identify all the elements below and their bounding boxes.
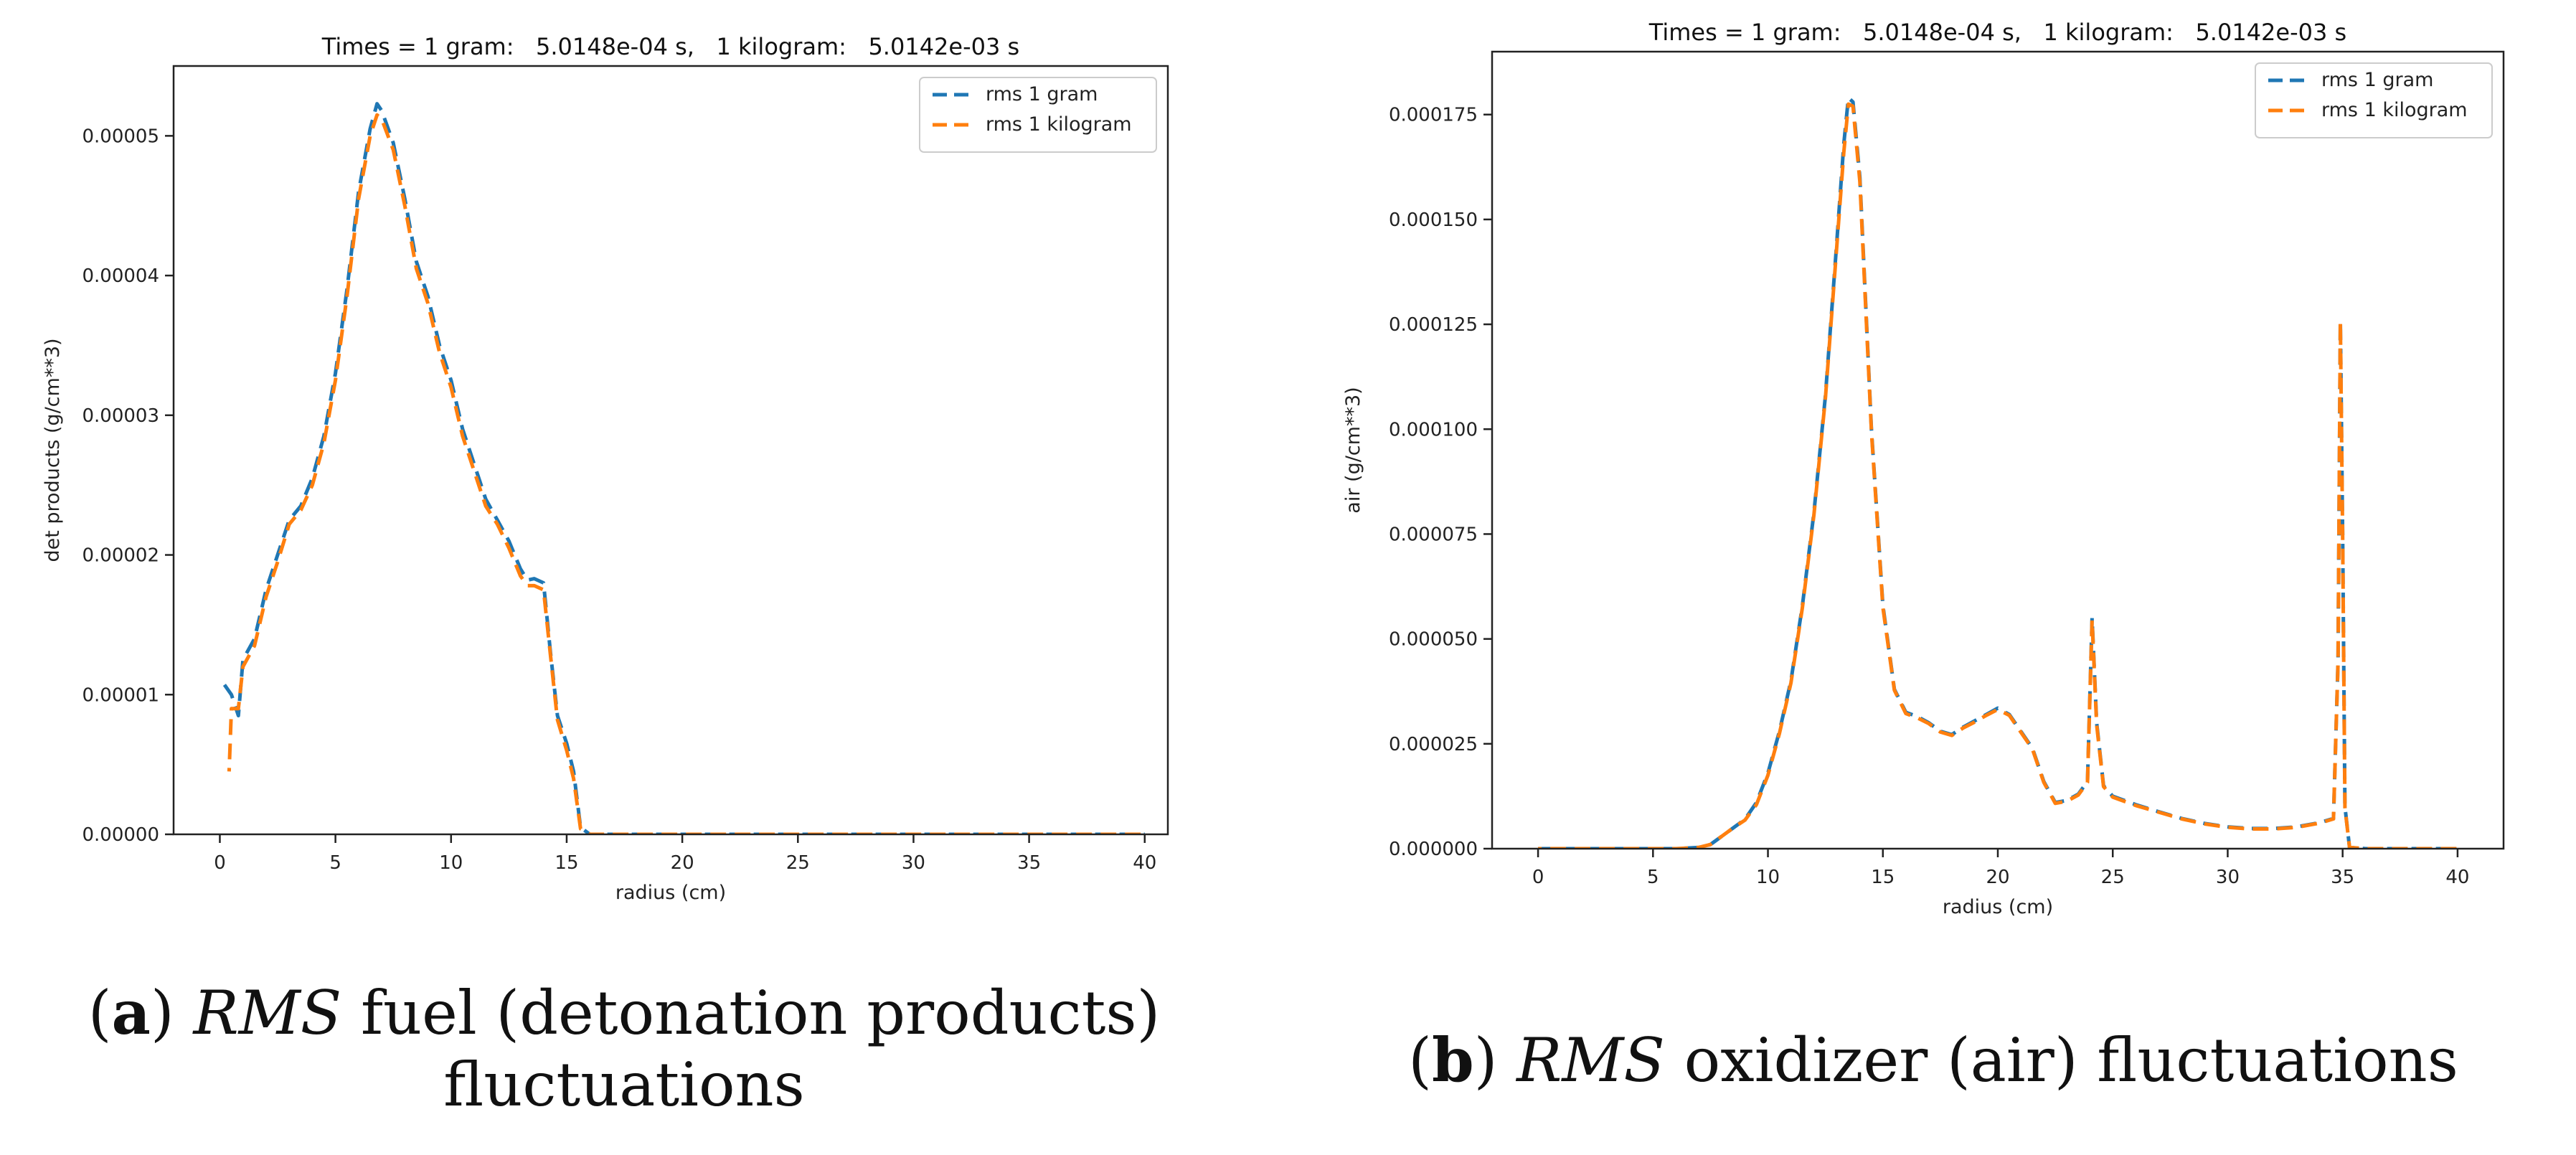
y-tick-label: 0.000075 [1389, 524, 1478, 545]
y-tick-label: 0.000000 [1389, 839, 1478, 860]
y-tick-label: 0.00002 [82, 545, 159, 567]
caption-a-letter: a [111, 977, 151, 1048]
x-tick-label: 0 [214, 852, 226, 874]
legend-label-2: rms 1 kilogram [986, 113, 1132, 136]
caption-a-close: ) [150, 978, 194, 1048]
caption-a-rest: fuel (detonation products) [341, 978, 1161, 1048]
x-tick-label: 40 [1133, 852, 1156, 874]
x-tick-label: 15 [1871, 867, 1895, 888]
x-tick-label: 5 [329, 852, 341, 874]
x-axis-label: radius (cm) [615, 882, 726, 904]
caption-b-letter: b [1431, 1024, 1474, 1095]
y-axis-label: det products (g/cm**3) [42, 338, 64, 562]
x-tick-label: 20 [671, 852, 694, 874]
caption-a-italic: RMS [193, 978, 342, 1048]
chart-title: Times = 1 gram: 5.0148e-04 s, 1 kilogram… [1648, 19, 2346, 46]
y-tick-label: 0.00000 [82, 824, 159, 846]
chart-b: Times = 1 gram: 5.0148e-04 s, 1 kilogram… [1342, 19, 2505, 918]
y-tick-label: 0.000150 [1389, 209, 1478, 231]
x-tick-label: 10 [439, 852, 463, 874]
series-group [1538, 95, 2458, 849]
caption-b: (b) RMS oxidizer (air) fluctuations [1316, 1024, 2550, 1096]
y-tick-label: 0.00005 [82, 126, 159, 147]
caption-b-close: ) [1473, 1025, 1517, 1095]
series-line-1 [1538, 95, 2458, 849]
caption-a: (a) RMS fuel (detonation products) fluct… [43, 977, 1205, 1121]
y-tick-label: 0.00001 [82, 684, 159, 706]
series-line-1 [222, 102, 1145, 834]
y-tick-label: 0.000050 [1389, 629, 1478, 651]
x-tick-label: 25 [2101, 867, 2125, 888]
series-line-2 [227, 113, 1145, 834]
y-tick-label: 0.000100 [1389, 419, 1478, 440]
x-tick-label: 20 [1986, 867, 2009, 888]
x-tick-label: 25 [786, 852, 810, 874]
y-tick-label: 0.000125 [1389, 314, 1478, 336]
x-tick-label: 15 [555, 852, 578, 874]
panel-b: Times = 1 gram: 5.0148e-04 s, 1 kilogram… [1288, 0, 2576, 1155]
legend-label-1: rms 1 gram [986, 83, 1098, 105]
y-tick-label: 0.00004 [82, 265, 159, 287]
panel-a: Times = 1 gram: 5.0148e-04 s, 1 kilogram… [42, 33, 1205, 1121]
caption-a-open: ( [88, 978, 112, 1048]
x-tick-label: 10 [1756, 867, 1780, 888]
x-axis-label: radius (cm) [1943, 896, 2053, 918]
x-tick-label: 35 [2331, 867, 2354, 888]
legend-box [2255, 62, 2493, 138]
x-tick-label: 30 [902, 852, 925, 874]
caption-b-open: ( [1408, 1025, 1432, 1095]
series-group [222, 102, 1145, 834]
legend-label-1: rms 1 gram [2321, 69, 2433, 91]
caption-a-line2: fluctuations [443, 1050, 805, 1120]
plot-frame [172, 65, 1169, 836]
x-tick-label: 0 [1532, 867, 1544, 888]
legend-box [919, 77, 1157, 153]
x-tick-label: 40 [2445, 867, 2469, 888]
plot-frame [1491, 50, 2505, 850]
legend: rms 1 gram rms 1 kilogram [2255, 62, 2493, 138]
caption-b-italic: RMS [1516, 1025, 1665, 1095]
legend-label-2: rms 1 kilogram [2321, 99, 2468, 121]
y-tick-label: 0.00003 [82, 405, 159, 427]
series-line-2 [1538, 102, 2458, 849]
y-axis-label: air (g/cm**3) [1342, 387, 1364, 513]
y-tick-label: 0.000175 [1389, 105, 1478, 126]
x-tick-label: 30 [2216, 867, 2240, 888]
y-tick-label: 0.000025 [1389, 734, 1478, 755]
x-tick-label: 35 [1017, 852, 1041, 874]
caption-b-rest: oxidizer (air) fluctuations [1664, 1025, 2458, 1095]
chart-title: Times = 1 gram: 5.0148e-04 s, 1 kilogram… [321, 33, 1019, 60]
chart-a: Times = 1 gram: 5.0148e-04 s, 1 kilogram… [42, 33, 1169, 904]
x-tick-label: 5 [1647, 867, 1659, 888]
legend: rms 1 gram rms 1 kilogram [919, 77, 1157, 153]
